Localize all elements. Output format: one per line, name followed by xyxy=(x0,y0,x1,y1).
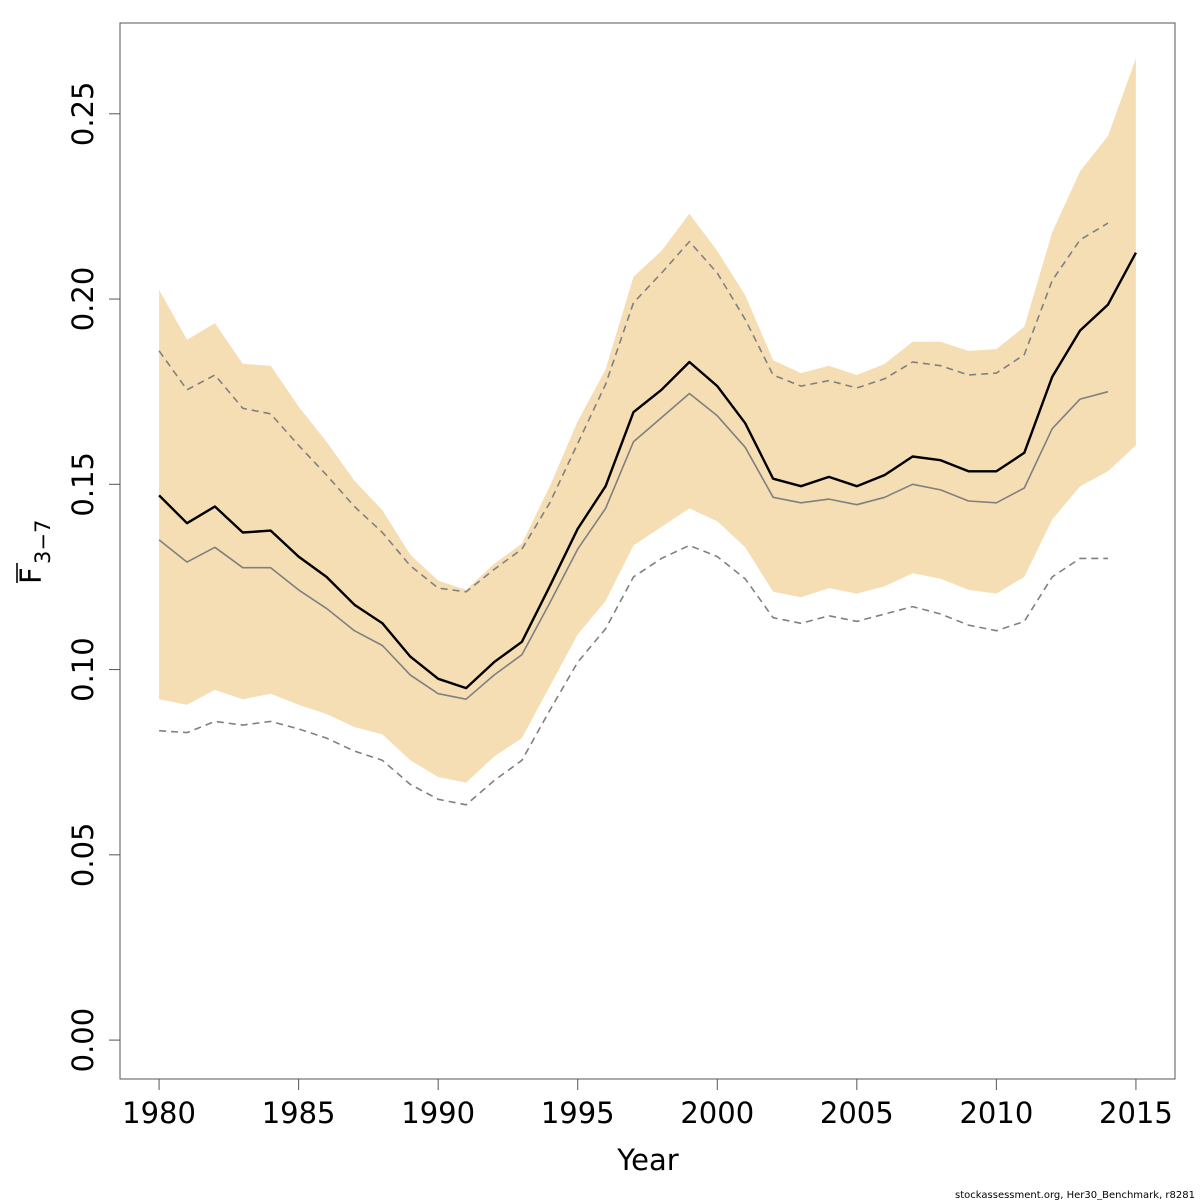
y-tick-label: 0.00 xyxy=(66,1008,100,1073)
confidence-band xyxy=(159,58,1136,783)
y-tick-label: 0.15 xyxy=(66,452,100,517)
x-tick-label: 1995 xyxy=(541,1096,615,1130)
y-tick-label: 0.10 xyxy=(66,637,100,702)
x-axis: 1980 1985 1990 1995 2000 2005 2010 2015 xyxy=(122,1078,1173,1130)
y-axis-title-main: F xyxy=(14,567,48,584)
series-layer xyxy=(158,222,1137,806)
y-axis: 0.00 0.05 0.10 0.15 0.20 0.25 xyxy=(66,82,121,1073)
y-tick-label: 0.25 xyxy=(66,82,100,147)
x-tick-label: 2010 xyxy=(959,1096,1033,1130)
x-tick-label: 1980 xyxy=(122,1096,196,1130)
estimate-line xyxy=(158,252,1137,690)
x-tick-label: 1985 xyxy=(262,1096,336,1130)
x-tick-label: 2005 xyxy=(820,1096,894,1130)
x-tick-label: 2015 xyxy=(1099,1096,1173,1130)
x-tick-label: 2000 xyxy=(680,1096,754,1130)
x-axis-title: Year xyxy=(616,1143,678,1177)
y-tick-label: 0.05 xyxy=(66,823,100,888)
retro-lower-line xyxy=(159,544,1108,806)
y-axis-title-subscript: 3−7 xyxy=(31,520,55,564)
y-axis-title: F 3−7 xyxy=(14,520,55,584)
plot-area xyxy=(119,22,1176,1080)
y-tick-label: 0.20 xyxy=(66,267,100,332)
x-tick-label: 1990 xyxy=(401,1096,475,1130)
credit-text: stockassessment.org, Her30_Benchmark, r8… xyxy=(955,1190,1195,1200)
retro-line xyxy=(158,390,1109,701)
retro-upper-line xyxy=(158,222,1109,593)
